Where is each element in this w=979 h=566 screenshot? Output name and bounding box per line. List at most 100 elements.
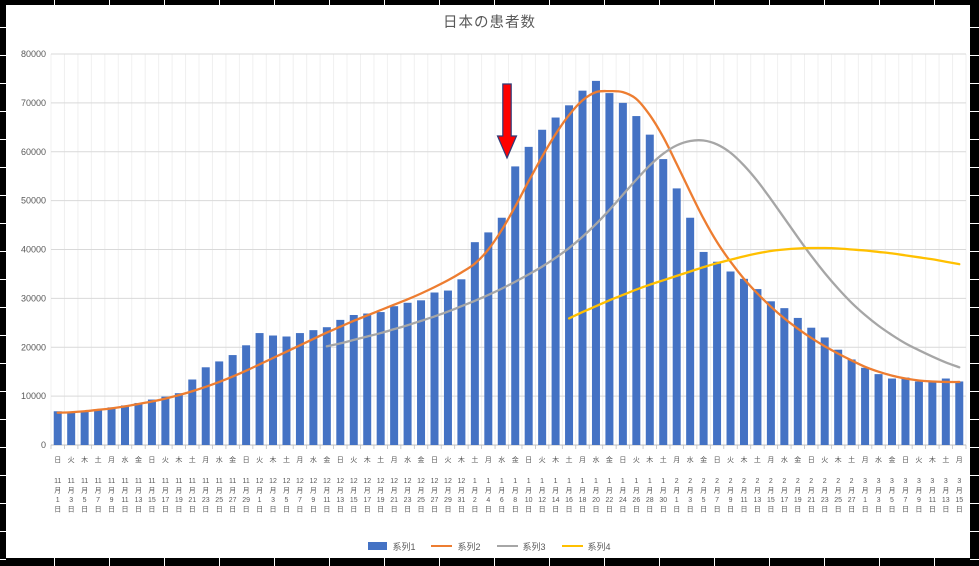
bar [457,279,466,445]
bar [161,396,170,445]
x-tick-label: 火 11 月 17 日 [161,456,169,514]
bar [242,345,251,445]
line-series-3 [325,139,961,369]
spreadsheet-edge-top [0,0,979,5]
y-tick-label: 70000 [21,98,46,108]
bar [188,379,197,445]
bar [605,93,614,445]
x-tick-label: 金 11 月 27 日 [229,455,237,514]
bar [228,355,237,445]
bar [538,129,547,445]
bar [578,90,587,445]
x-tick-label: 日 12 月 27 日 [431,456,439,514]
bar [524,146,533,446]
series1-bar-swatch [368,542,388,550]
x-tick-label: 土 12 月 19 日 [377,455,385,514]
y-tick-label: 40000 [21,245,46,255]
x-tick-label: 金 1 月 22 日 [606,455,614,514]
x-tick-label: 月 12 月 7 日 [296,456,304,514]
x-tick-label: 木 1 月 28 日 [646,455,654,514]
x-tick-label: 日 11 月 29 日 [242,456,250,514]
x-tick-label: 火 12 月 1 日 [256,456,264,514]
bar [834,349,843,445]
x-tick-label: 月 11 月 9 日 [108,456,115,514]
bar [322,327,331,445]
x-tick-label: 木 11 月 5 日 [81,455,88,514]
bar [403,302,412,445]
bar [928,380,937,445]
legend-item-series2: 系列2 [431,540,481,553]
y-tick-label: 0 [41,440,46,450]
x-tick-label: 水 1 月 20 日 [592,455,600,514]
bar [336,319,345,445]
spreadsheet-edge-left [0,0,6,566]
bar [726,271,735,445]
x-tick-label: 日 11 月 15 日 [148,456,156,514]
x-tick-label: 月 11 月 23 日 [202,456,210,514]
bar [443,290,452,445]
bar [820,337,829,445]
bar [430,292,439,445]
bar [645,134,654,446]
chart-title: 日本の患者数 [443,15,536,31]
red-down-arrow-annotation [496,83,518,160]
x-tick-label: 月 12 月 21 日 [390,456,398,514]
x-tick-label: 月 1 月 18 日 [579,456,587,514]
bar [874,374,883,445]
y-tick-label: 60000 [21,147,46,157]
bar [282,336,291,445]
x-tick-label: 木 2 月 25 日 [834,455,842,514]
bar [94,409,103,445]
x-tick-label: 月 2 月 15 日 [767,456,775,514]
bar [807,327,816,445]
bar [591,80,600,445]
y-axis-labels: 0 10000 20000 30000 40000 50000 60000 70000 8000… [21,49,46,450]
x-tick-label: 火 1 月 12 日 [538,456,546,514]
x-tick-label: 土 1 月 16 日 [565,455,573,514]
系列4-line [567,246,961,320]
bar [80,410,89,445]
x-tick-label: 土 2 月 27 日 [848,455,856,514]
x-axis [50,444,967,449]
x-tick-label: 水 12 月 23 日 [404,455,412,514]
line-series-2 [56,89,961,414]
series4-line-swatch [561,544,583,548]
x-tick-label: 火 11 月 3 日 [68,456,75,514]
chart-legend: 系列1 系列2 系列3 系列4 [0,538,979,554]
系列3-line [325,139,961,369]
bar [955,381,964,445]
legend-item-series1: 系列1 [368,540,415,553]
bar [780,308,789,445]
x-tick-label: 火 12 月 15 日 [350,456,358,514]
x-tick-label: 日 1 月 10 日 [525,456,533,514]
x-tick-label: 日 12 月 13 日 [336,456,344,514]
x-tick-label: 火 12 月 29 日 [444,456,452,514]
x-tick-label: 木 12 月 17 日 [363,455,371,514]
x-tick-label: 月 3 月 15 日 [955,456,963,514]
bar [53,411,62,445]
bar [887,378,896,445]
bar [470,242,479,445]
x-tick-label: 水 12 月 9 日 [309,455,317,514]
bar [861,367,870,445]
x-tick-label: 金 2 月 19 日 [794,455,802,514]
legend-label-series2: 系列2 [457,541,481,552]
bar [201,367,210,445]
x-tick-label: 水 2 月 17 日 [780,455,788,514]
line-series-4 [567,246,961,320]
bar [618,102,627,445]
series3-line-swatch [496,544,518,548]
x-tick-label: 木 3 月 11 日 [929,455,936,514]
bar [134,402,143,445]
